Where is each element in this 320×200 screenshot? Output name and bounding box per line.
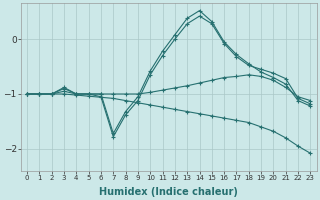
X-axis label: Humidex (Indice chaleur): Humidex (Indice chaleur): [99, 187, 238, 197]
